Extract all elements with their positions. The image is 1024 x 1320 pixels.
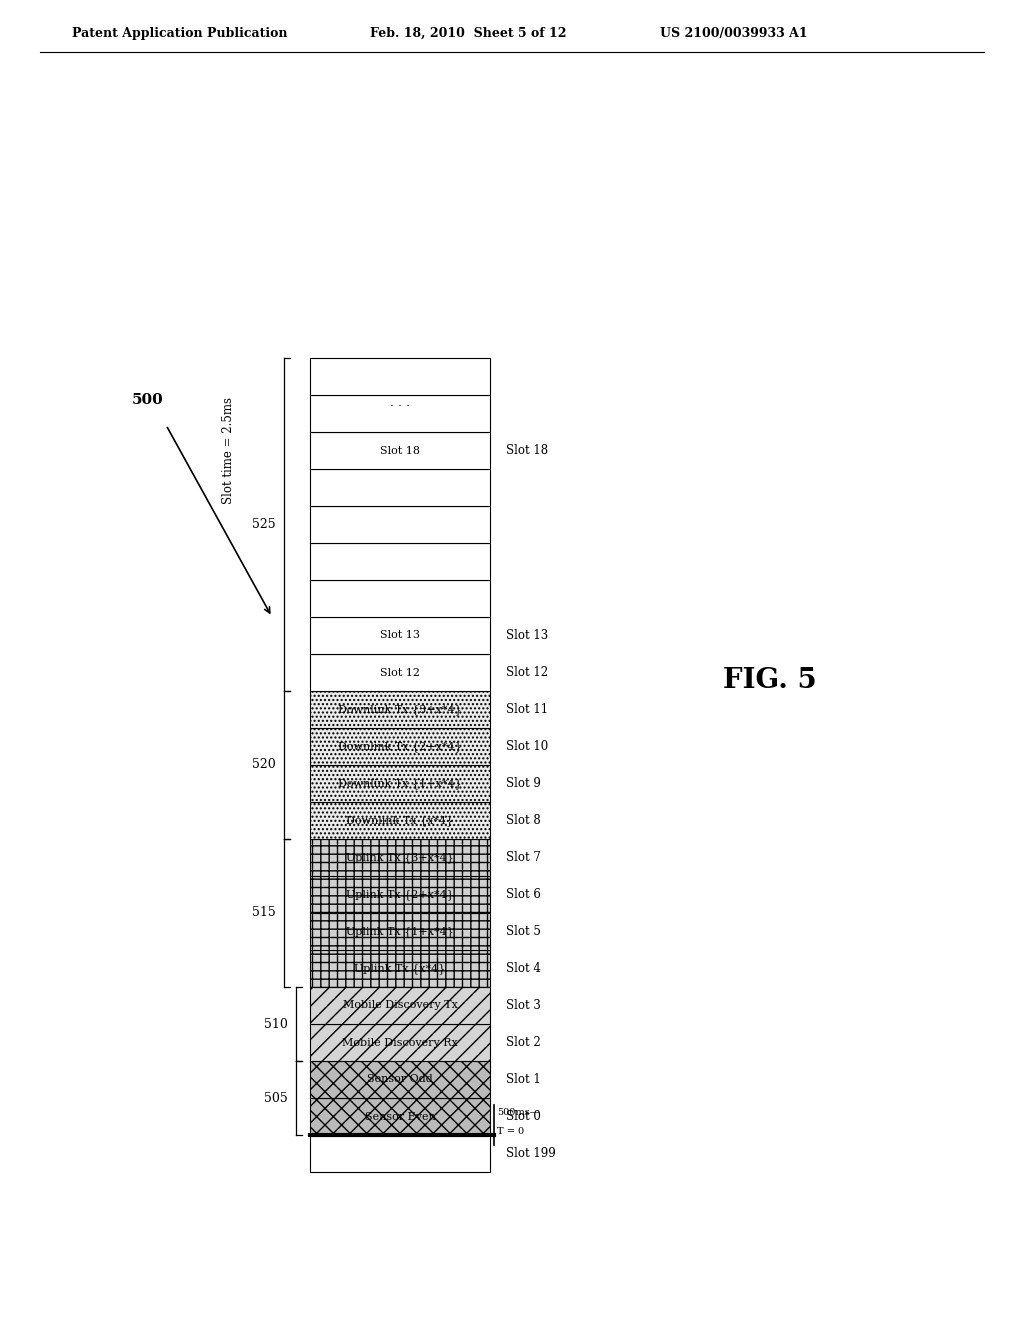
Bar: [310, 432, 490, 469]
Text: Slot 12: Slot 12: [506, 667, 548, 678]
Text: Slot 18: Slot 18: [380, 446, 420, 455]
Text: 525: 525: [252, 517, 276, 531]
Text: Slot 0: Slot 0: [506, 1110, 541, 1123]
Text: Downlink Tx {3+x*4}: Downlink Tx {3+x*4}: [338, 704, 462, 715]
Text: Slot 1: Slot 1: [506, 1073, 541, 1086]
Bar: [310, 690, 490, 729]
Bar: [310, 1024, 490, 1061]
Text: Slot 2: Slot 2: [506, 1036, 541, 1049]
Bar: [310, 1098, 490, 1135]
Bar: [310, 1061, 490, 1098]
Text: Mobile Discovery Tx: Mobile Discovery Tx: [343, 1001, 458, 1011]
Bar: [310, 803, 490, 840]
Bar: [310, 395, 490, 432]
Bar: [310, 506, 490, 543]
Text: Slot 13: Slot 13: [506, 630, 548, 642]
Text: . . .: . . .: [390, 396, 410, 409]
Text: Slot 10: Slot 10: [506, 741, 548, 752]
Text: Patent Application Publication: Patent Application Publication: [72, 26, 288, 40]
Text: Downlink Tx {2+x*4}: Downlink Tx {2+x*4}: [338, 741, 462, 752]
Bar: [310, 358, 490, 395]
Text: Sensor Odd: Sensor Odd: [368, 1074, 433, 1085]
Text: Slot 13: Slot 13: [380, 631, 420, 640]
Bar: [310, 876, 490, 913]
Bar: [310, 913, 490, 950]
Text: Uplink Tx {2+x*4}: Uplink Tx {2+x*4}: [346, 890, 454, 900]
Bar: [310, 766, 490, 803]
Bar: [310, 1135, 490, 1172]
Text: Slot 3: Slot 3: [506, 999, 541, 1012]
Text: 505: 505: [264, 1092, 288, 1105]
Text: Downlink Tx {1+x*4}: Downlink Tx {1+x*4}: [338, 777, 462, 789]
Text: 510: 510: [264, 1018, 288, 1031]
Text: Mobile Discovery Rx: Mobile Discovery Rx: [342, 1038, 458, 1048]
Text: Feb. 18, 2010  Sheet 5 of 12: Feb. 18, 2010 Sheet 5 of 12: [370, 26, 566, 40]
Bar: [310, 987, 490, 1024]
Text: 520: 520: [252, 759, 276, 771]
Text: Slot 12: Slot 12: [380, 668, 420, 677]
Text: T = 0: T = 0: [497, 1126, 524, 1135]
Text: Uplink Tx {1+x*4}: Uplink Tx {1+x*4}: [346, 927, 454, 937]
Text: Slot 11: Slot 11: [506, 704, 548, 715]
Text: Slot 18: Slot 18: [506, 444, 548, 457]
Text: 500: 500: [132, 393, 164, 407]
Text: Slot 8: Slot 8: [506, 814, 541, 828]
Text: Slot 199: Slot 199: [506, 1147, 556, 1160]
Text: Slot 4: Slot 4: [506, 962, 541, 975]
Text: Sensor Even: Sensor Even: [365, 1111, 435, 1122]
Text: Slot 5: Slot 5: [506, 925, 541, 939]
Text: 500ms—: 500ms—: [497, 1109, 540, 1117]
Text: US 2100/0039933 A1: US 2100/0039933 A1: [660, 26, 808, 40]
Text: Slot 9: Slot 9: [506, 777, 541, 789]
Bar: [310, 579, 490, 616]
Text: 515: 515: [252, 907, 276, 920]
Bar: [310, 543, 490, 579]
Text: Uplink Tx {x*4}: Uplink Tx {x*4}: [354, 964, 445, 974]
Bar: [310, 469, 490, 506]
Text: Slot time = 2.5ms: Slot time = 2.5ms: [221, 396, 234, 503]
Text: Uplink Tx {3+x*4}: Uplink Tx {3+x*4}: [346, 853, 454, 863]
Bar: [310, 950, 490, 987]
Bar: [310, 729, 490, 766]
Text: Slot 6: Slot 6: [506, 888, 541, 902]
Bar: [310, 616, 490, 653]
Text: Downlink Tx {x*4}: Downlink Tx {x*4}: [346, 816, 454, 826]
Text: FIG. 5: FIG. 5: [723, 667, 817, 693]
Text: Slot 7: Slot 7: [506, 851, 541, 865]
Bar: [310, 653, 490, 690]
Bar: [310, 840, 490, 876]
